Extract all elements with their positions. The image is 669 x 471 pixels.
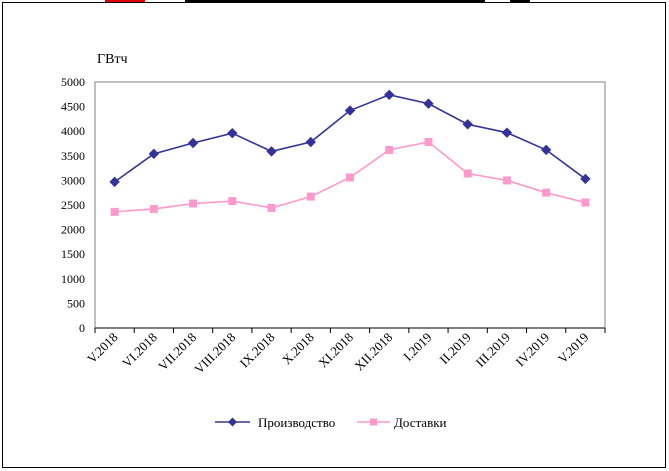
data-point (424, 138, 433, 147)
x-tick-label: XII.2018 (351, 330, 395, 374)
data-point (110, 207, 119, 216)
data-point (581, 198, 590, 207)
data-point (502, 176, 511, 185)
x-tick-label: IV.2019 (512, 330, 552, 370)
data-point (187, 137, 199, 149)
legend: Производство Доставки (215, 415, 447, 430)
plot-background (95, 82, 605, 328)
x-tick-label: V.2018 (84, 330, 121, 367)
data-point (385, 145, 394, 154)
cropped-header-remnant (0, 0, 669, 2)
data-point (540, 144, 552, 156)
y-axis-label: ГВтч (97, 52, 128, 67)
x-tick-label: VI.2018 (119, 330, 160, 371)
data-point (462, 119, 473, 130)
y-tick-label: 1000 (61, 272, 85, 286)
y-tick-label: 5000 (61, 75, 85, 89)
data-point (344, 105, 356, 116)
legend-marker (228, 417, 237, 427)
data-point (384, 89, 395, 100)
data-point (501, 127, 513, 138)
data-point (580, 173, 591, 185)
data-point (189, 199, 198, 208)
data-point (228, 197, 237, 206)
y-tick-label: 2500 (61, 198, 85, 212)
legend-marker (370, 418, 377, 426)
data-point (463, 169, 472, 178)
y-tick-label: 0 (79, 321, 85, 335)
data-point (109, 176, 120, 188)
data-point (149, 204, 158, 213)
y-tick-label: 3000 (61, 173, 85, 187)
x-tick-label: II.2019 (436, 330, 473, 367)
series-group (109, 89, 591, 216)
series-production (109, 89, 591, 188)
legend-item: Производство (215, 415, 335, 430)
y-tick-label: 1500 (61, 247, 85, 261)
x-tick-label: I.2019 (400, 330, 434, 364)
data-point (423, 98, 434, 109)
x-tick-label: V.2019 (555, 330, 592, 367)
y-tick-label: 4000 (61, 124, 85, 138)
x-tick-label: VIII.2018 (191, 330, 238, 377)
data-point (267, 203, 276, 212)
data-point (148, 148, 160, 160)
y-tick-label: 2000 (61, 223, 85, 237)
legend-label: Производство (258, 415, 335, 430)
data-point (542, 188, 551, 197)
legend-label: Доставки (394, 415, 447, 430)
data-point (266, 146, 277, 157)
x-tick-label: III.2019 (473, 330, 513, 370)
x-tick-label: IX.2018 (237, 330, 278, 371)
y-tick-label: 500 (67, 296, 85, 310)
data-point (306, 192, 315, 201)
data-point (346, 173, 354, 182)
legend-item: Доставки (357, 415, 447, 430)
data-point (227, 127, 238, 139)
data-point (305, 136, 316, 148)
series-deliveries (110, 138, 590, 216)
plot-area (94, 81, 606, 329)
x-tick-label: X.2018 (279, 330, 317, 368)
y-tick-label: 3500 (61, 149, 85, 163)
y-axis-ticks: 0 500 1000 1500 2000 2500 3000 3500 4000 4500 5000 (61, 75, 85, 335)
y-tick-label: 4500 (61, 100, 85, 114)
x-tick-label: XI.2018 (315, 330, 356, 371)
